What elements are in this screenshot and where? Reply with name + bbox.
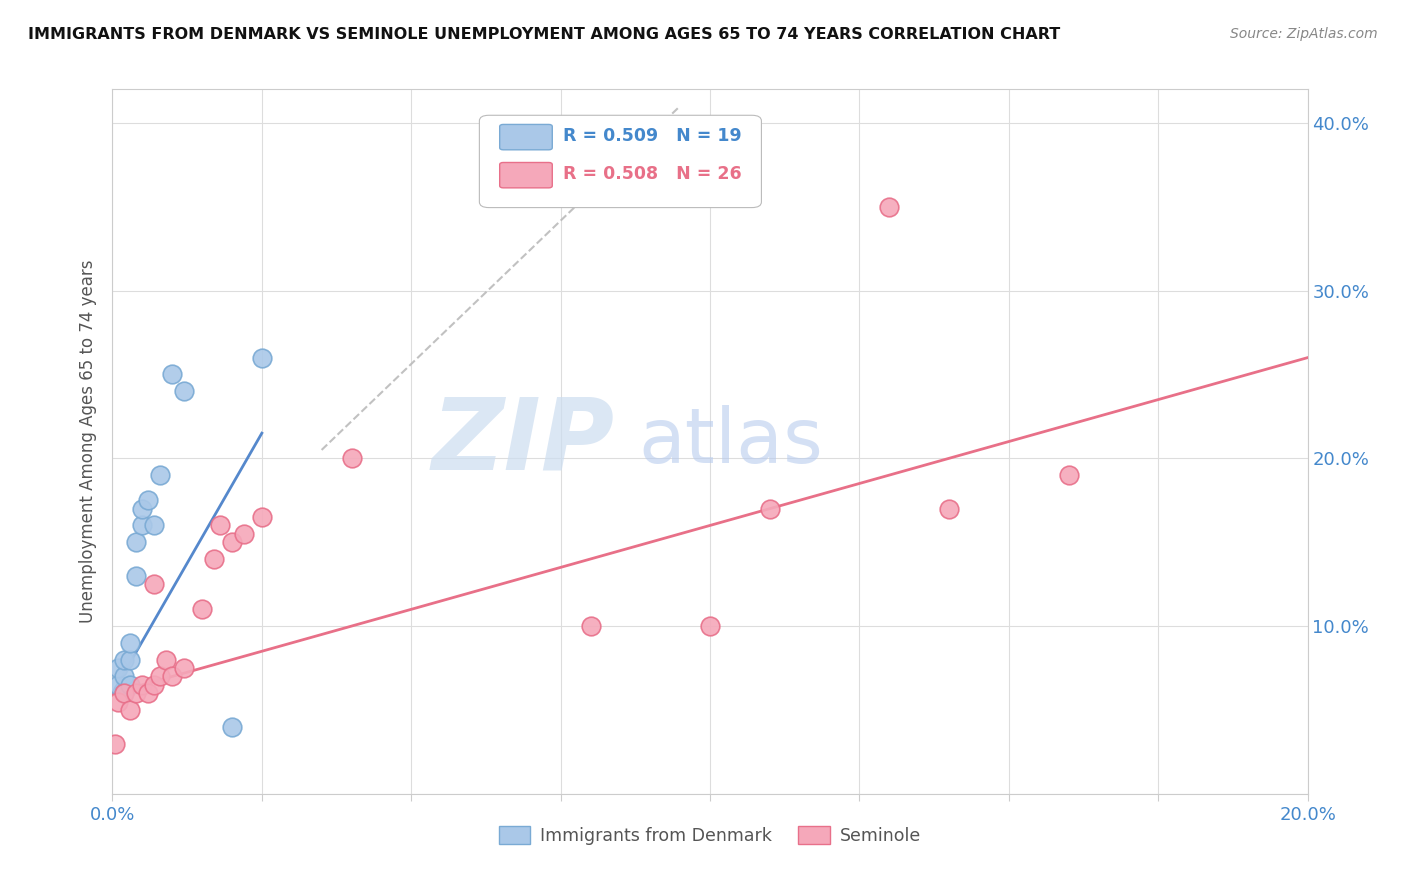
Point bbox=[250, 351, 273, 365]
Point bbox=[114, 653, 135, 667]
Point bbox=[138, 686, 160, 700]
Point bbox=[125, 686, 148, 700]
Point bbox=[340, 451, 363, 466]
Point bbox=[143, 577, 166, 591]
Point bbox=[155, 653, 177, 667]
Point bbox=[1057, 468, 1080, 483]
Point bbox=[120, 703, 142, 717]
Point bbox=[250, 510, 273, 524]
Point bbox=[143, 518, 166, 533]
Point bbox=[162, 368, 183, 382]
Point bbox=[209, 518, 232, 533]
Text: ZIP: ZIP bbox=[432, 393, 614, 490]
Point bbox=[233, 526, 256, 541]
Text: IMMIGRANTS FROM DENMARK VS SEMINOLE UNEMPLOYMENT AMONG AGES 65 TO 74 YEARS CORRE: IMMIGRANTS FROM DENMARK VS SEMINOLE UNEM… bbox=[28, 27, 1060, 42]
Point bbox=[125, 568, 148, 582]
Point bbox=[149, 669, 172, 683]
Point bbox=[125, 535, 148, 549]
Point bbox=[202, 552, 225, 566]
Point bbox=[120, 636, 142, 650]
Text: atlas: atlas bbox=[638, 405, 823, 478]
Legend: Immigrants from Denmark, Seminole: Immigrants from Denmark, Seminole bbox=[492, 820, 928, 852]
Point bbox=[120, 653, 142, 667]
Point bbox=[579, 619, 602, 633]
Text: Source: ZipAtlas.com: Source: ZipAtlas.com bbox=[1230, 27, 1378, 41]
Point bbox=[173, 661, 195, 675]
Point bbox=[759, 501, 782, 516]
Point bbox=[114, 686, 135, 700]
Y-axis label: Unemployment Among Ages 65 to 74 years: Unemployment Among Ages 65 to 74 years bbox=[79, 260, 97, 624]
FancyBboxPatch shape bbox=[499, 162, 553, 188]
Point bbox=[162, 669, 183, 683]
Point bbox=[120, 678, 142, 692]
Point bbox=[138, 493, 160, 508]
Point bbox=[143, 678, 166, 692]
Point bbox=[107, 695, 129, 709]
Point bbox=[114, 669, 135, 683]
Point bbox=[699, 619, 721, 633]
Point bbox=[107, 678, 129, 692]
Point bbox=[173, 384, 195, 399]
Point bbox=[131, 518, 153, 533]
Point bbox=[221, 535, 243, 549]
Text: R = 0.508   N = 26: R = 0.508 N = 26 bbox=[562, 166, 741, 184]
Point bbox=[191, 602, 214, 616]
Point bbox=[104, 737, 127, 751]
Point bbox=[149, 468, 172, 483]
Point bbox=[107, 661, 129, 675]
FancyBboxPatch shape bbox=[479, 115, 762, 208]
Point bbox=[114, 686, 135, 700]
Point bbox=[131, 678, 153, 692]
Point bbox=[879, 200, 901, 214]
FancyBboxPatch shape bbox=[499, 124, 553, 150]
Text: R = 0.509   N = 19: R = 0.509 N = 19 bbox=[562, 128, 741, 145]
Point bbox=[221, 720, 243, 734]
Point bbox=[131, 501, 153, 516]
Point bbox=[938, 501, 960, 516]
